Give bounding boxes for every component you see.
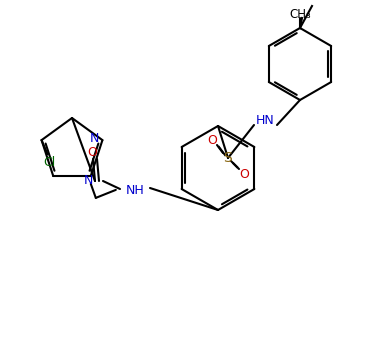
Text: NH: NH	[126, 184, 144, 198]
Text: N: N	[84, 174, 93, 188]
Text: O: O	[207, 134, 217, 146]
Text: Cl: Cl	[43, 156, 56, 169]
Text: O: O	[239, 167, 249, 181]
Text: HN: HN	[256, 115, 274, 127]
Text: O: O	[87, 146, 97, 160]
Text: S: S	[224, 151, 232, 165]
Text: CH₃: CH₃	[289, 8, 311, 20]
Text: N: N	[90, 131, 99, 145]
